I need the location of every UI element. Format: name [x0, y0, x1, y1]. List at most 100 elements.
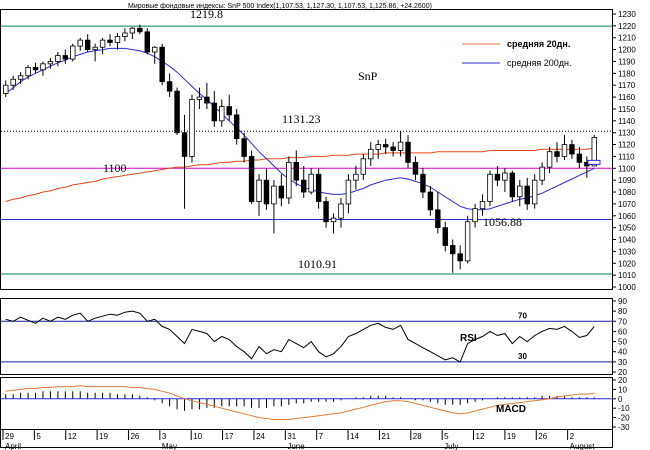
price-tick-label: 1160 — [618, 93, 636, 102]
candle-body — [137, 27, 143, 33]
candle-body — [166, 81, 173, 92]
price-tick-label: 1110 — [618, 152, 635, 161]
candle-body — [494, 173, 501, 181]
rsi-band-label: 30 — [518, 352, 527, 361]
rsi-tick-label: 60 — [618, 327, 627, 336]
candle-body — [286, 161, 292, 199]
candle — [435, 192, 441, 234]
month-label: August — [570, 442, 596, 450]
macd-tick-label: -20 — [618, 414, 630, 423]
date-tick-label: 5 — [444, 432, 449, 441]
date-tick-label: 5 — [36, 432, 41, 441]
candle — [397, 131, 404, 157]
candle-body — [405, 141, 411, 163]
candle-body — [55, 55, 61, 62]
date-tick-label: 29 — [5, 432, 14, 441]
candle-body — [323, 201, 329, 223]
candle — [144, 28, 150, 55]
rsi-tick-label: 40 — [618, 348, 627, 357]
candle — [382, 138, 389, 155]
candle-body — [487, 173, 493, 202]
candle-body — [472, 208, 478, 223]
month-label: June — [287, 442, 305, 450]
candle — [99, 37, 106, 55]
macd-tick-label: 20 — [618, 376, 627, 385]
chart-title: Мировые фондовые индексы: SnP 500 Index(… — [128, 3, 432, 10]
candle — [278, 174, 285, 207]
candle-body — [181, 132, 188, 157]
candle-body — [517, 185, 523, 198]
candle-body — [308, 173, 314, 193]
price-tick-label: 1220 — [618, 22, 636, 31]
candle-body — [271, 185, 277, 205]
legend-sma200-label: средняя 200дн. — [507, 58, 572, 68]
candle — [129, 27, 136, 39]
rsi-label: RSI — [460, 333, 477, 344]
date-tick-label: 31 — [287, 432, 296, 441]
candle-body — [531, 179, 538, 205]
candle-body — [576, 153, 583, 163]
candle-body — [189, 99, 195, 157]
candle-body — [502, 172, 508, 181]
candle-body — [77, 39, 83, 47]
candle — [211, 91, 218, 127]
candle — [472, 203, 478, 228]
candle-body — [450, 245, 456, 255]
candle-body — [509, 172, 516, 198]
candle — [524, 177, 530, 210]
candle — [47, 57, 54, 69]
candle — [55, 51, 61, 67]
candle — [25, 65, 31, 80]
candle-body — [25, 67, 31, 77]
candle-body — [539, 166, 545, 181]
price-tick-label: 1190 — [618, 57, 636, 66]
candle-body — [345, 179, 352, 205]
candle — [464, 215, 471, 264]
candle-body — [122, 32, 128, 37]
candle-body — [92, 46, 98, 51]
candle-body — [382, 144, 389, 148]
last-price-marker — [587, 159, 601, 165]
candle-body — [70, 45, 76, 60]
candle — [442, 221, 448, 252]
date-axis-frame — [0, 429, 613, 448]
candle — [248, 150, 255, 204]
candle — [338, 197, 344, 228]
candle — [204, 82, 210, 109]
candle-body — [114, 36, 121, 43]
candle-body — [159, 46, 165, 83]
candle — [10, 75, 16, 90]
candle-body — [10, 78, 16, 86]
candle-body — [256, 179, 262, 202]
candle-body — [263, 179, 270, 205]
price-tick-label: 1050 — [618, 224, 636, 233]
candle — [92, 43, 98, 62]
candle — [353, 165, 359, 190]
candle — [233, 108, 240, 145]
level-label: 1219.8 — [190, 7, 223, 21]
macd-tick-label: 10 — [618, 385, 627, 394]
candle-body — [457, 253, 463, 262]
candle — [241, 132, 247, 163]
date-tick-label: 28 — [413, 432, 422, 441]
price-tick-label: 1140 — [618, 117, 636, 126]
price-tick-label: 1170 — [618, 81, 636, 90]
price-tick-label: 1210 — [618, 34, 636, 43]
candle-body — [211, 102, 218, 122]
candle-body — [360, 158, 367, 175]
legend-sma20-label: средняя 20дн. — [507, 39, 570, 49]
candle — [412, 156, 419, 181]
candle-body — [397, 141, 404, 151]
price-tick-label: 1230 — [618, 10, 636, 19]
candle — [375, 139, 381, 159]
candle — [152, 46, 158, 64]
candle — [487, 170, 493, 207]
candle-body — [226, 106, 232, 116]
candle — [554, 142, 560, 163]
rsi-tick-label: 20 — [618, 368, 627, 377]
candle — [62, 49, 69, 64]
candle — [181, 114, 188, 209]
candle — [330, 213, 337, 234]
date-tick-label: 12 — [476, 432, 485, 441]
price-tick-label: 1080 — [618, 188, 636, 197]
